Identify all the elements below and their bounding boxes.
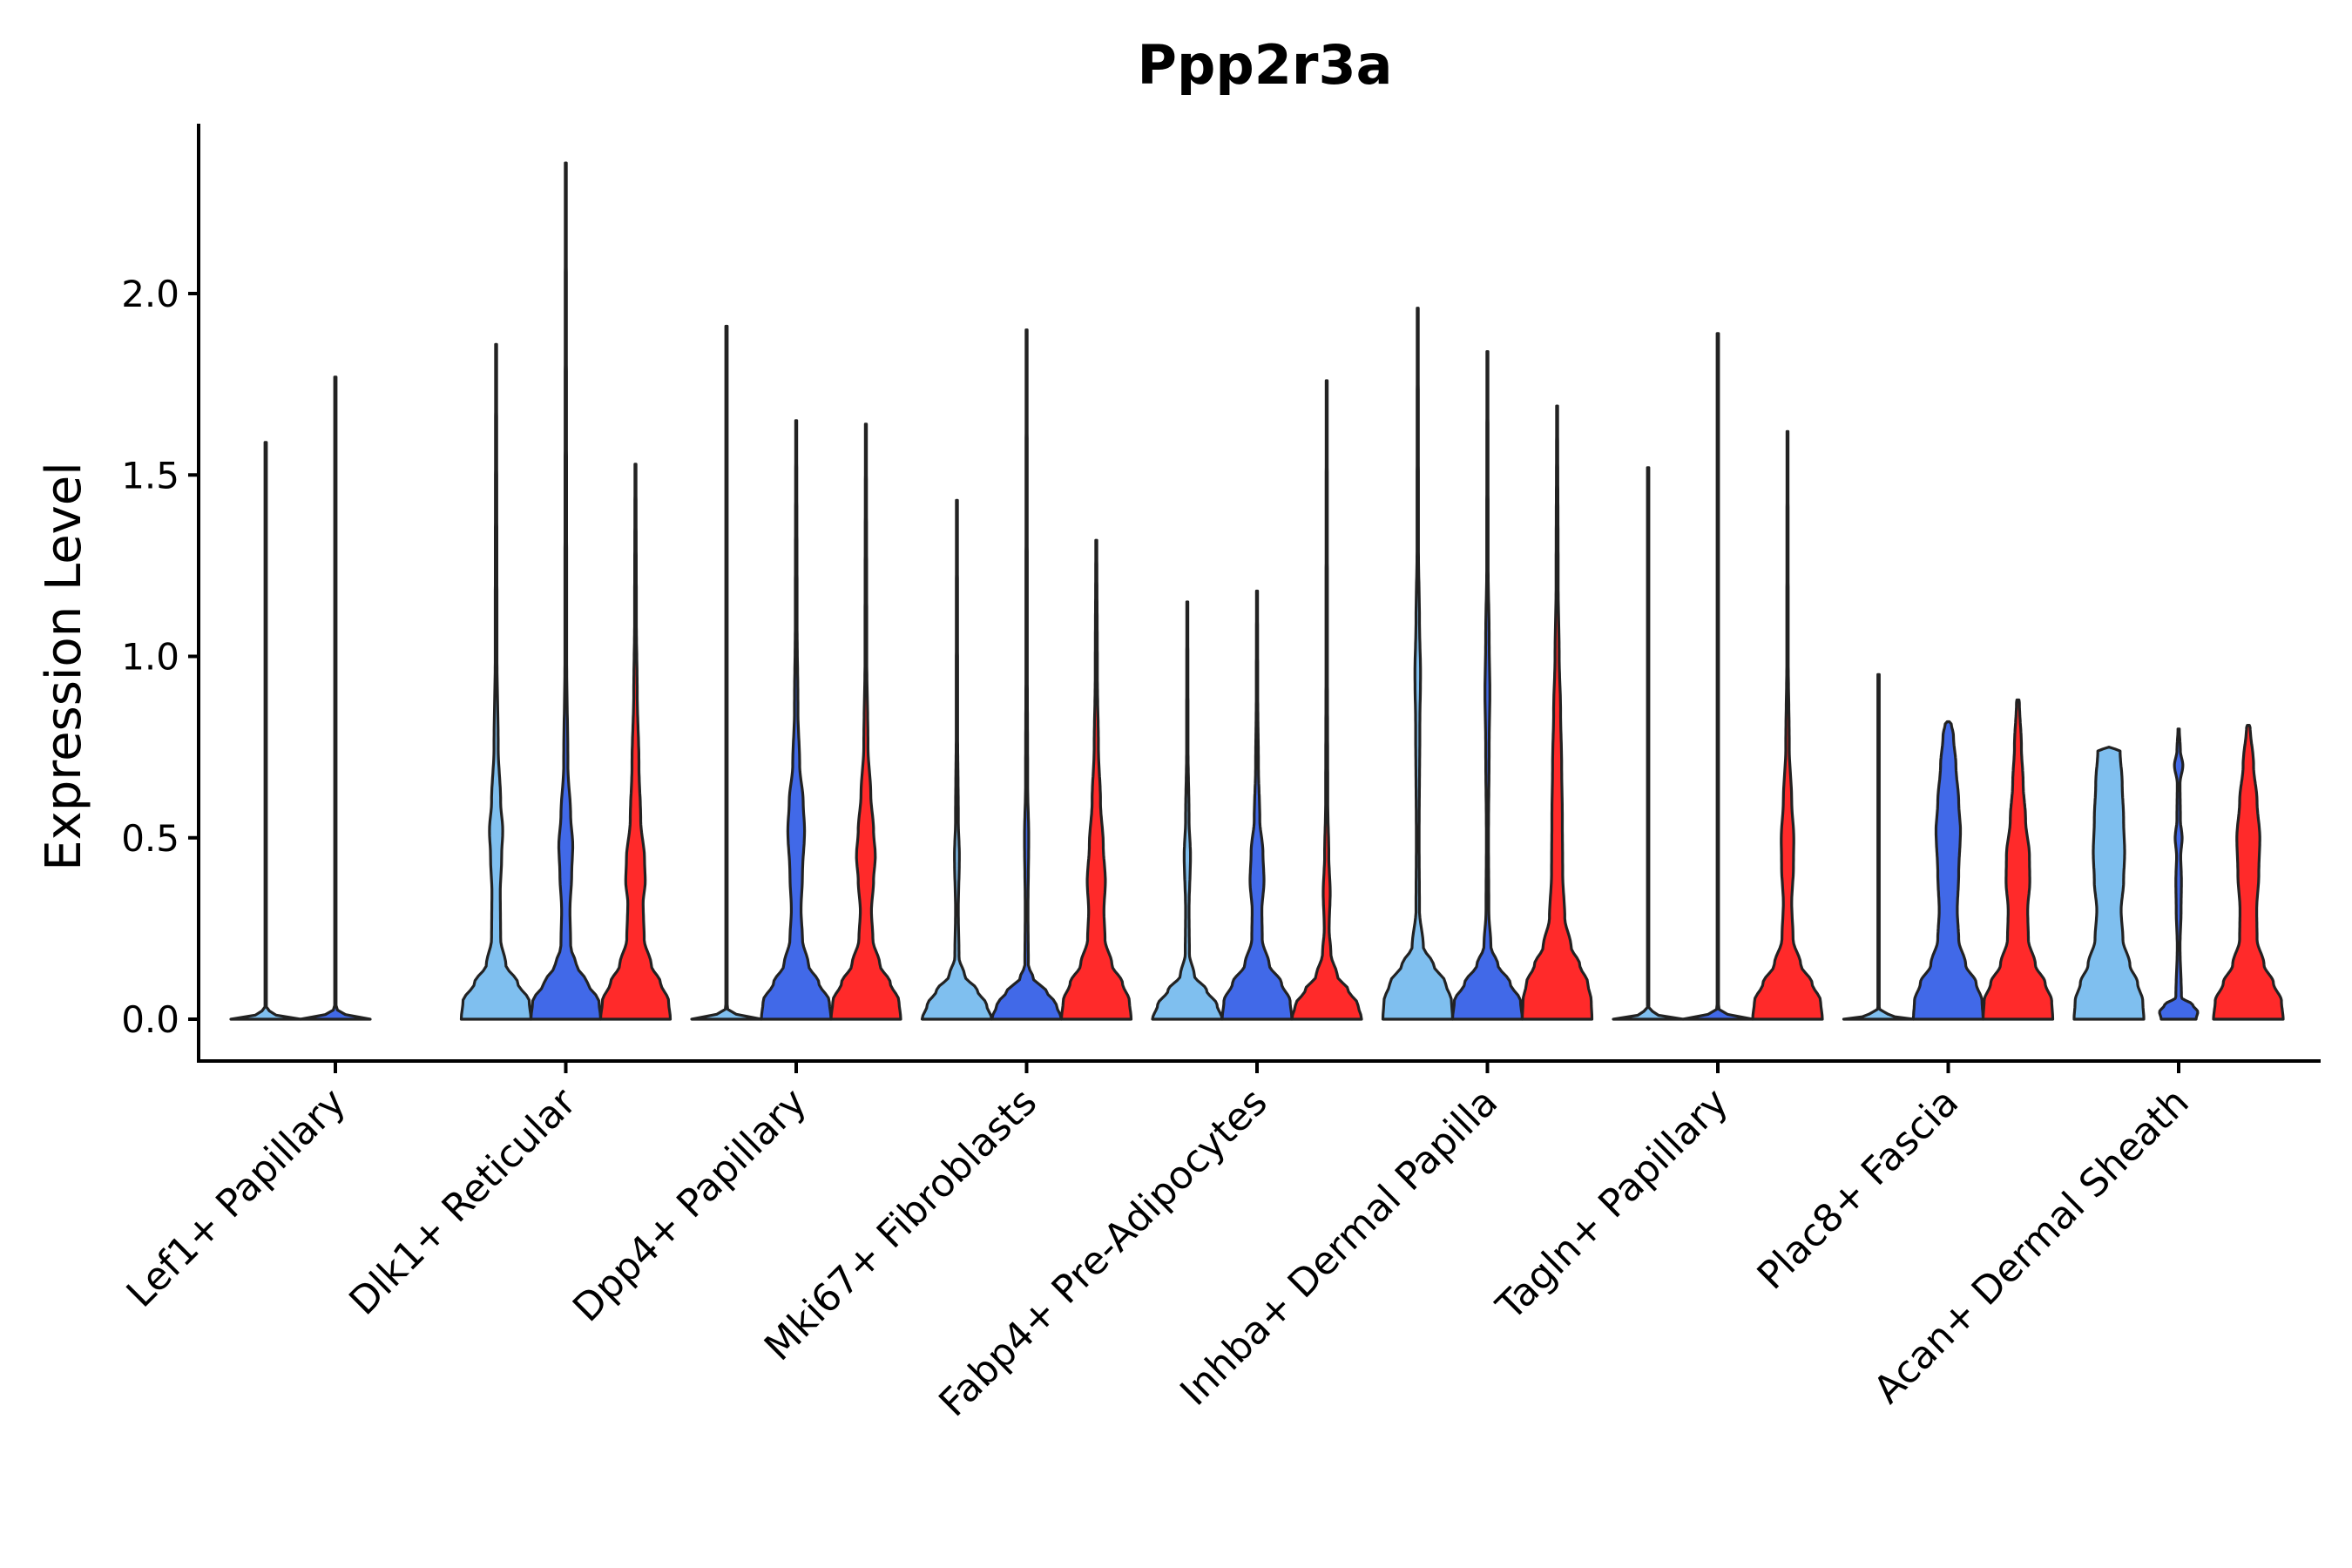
violin-6-0 bbox=[1612, 466, 1685, 1021]
violin-8-1 bbox=[2158, 727, 2200, 1021]
violin-2-1 bbox=[760, 419, 833, 1021]
violin-2-0 bbox=[690, 324, 763, 1021]
x-tick-label: Dlk1+ Reticular bbox=[341, 1079, 585, 1324]
violin-1-2 bbox=[598, 463, 672, 1021]
violin-7-1 bbox=[1911, 720, 1985, 1021]
x-tick-label: Lef1+ Papillary bbox=[118, 1080, 355, 1316]
violin-4-1 bbox=[1220, 589, 1294, 1021]
y-tick-label: 1.5 bbox=[121, 454, 179, 497]
violin-3-0 bbox=[920, 498, 994, 1021]
violin-3-2 bbox=[1059, 538, 1133, 1021]
x-tick-label: Tagln+ Papillary bbox=[1488, 1080, 1737, 1329]
x-tick-label: Dpp4+ Papillary bbox=[564, 1080, 815, 1331]
violin-6-2 bbox=[1751, 429, 1824, 1021]
y-tick-label: 0.5 bbox=[121, 817, 179, 860]
violin-7-0 bbox=[1842, 672, 1916, 1021]
violin-0-1 bbox=[299, 375, 372, 1021]
violin-layer bbox=[229, 161, 2285, 1021]
violin-7-2 bbox=[1981, 698, 2055, 1021]
violin-5-2 bbox=[1520, 404, 1594, 1021]
y-ticks: 0.0 0.5 1.0 1.5 2.0 bbox=[121, 273, 199, 1041]
violin-8-2 bbox=[2212, 724, 2285, 1021]
violin-4-0 bbox=[1151, 600, 1224, 1021]
violin-6-1 bbox=[1681, 332, 1754, 1021]
violin-1-0 bbox=[459, 342, 533, 1021]
violin-5-0 bbox=[1381, 307, 1455, 1021]
violin-4-2 bbox=[1290, 379, 1363, 1021]
violin-3-1 bbox=[990, 328, 1064, 1021]
y-axis-label: Expression Level bbox=[36, 462, 92, 871]
y-tick-label: 2.0 bbox=[121, 273, 179, 315]
violin-1-1 bbox=[529, 161, 603, 1021]
y-tick-label: 1.0 bbox=[121, 636, 179, 679]
violin-0-0 bbox=[229, 441, 302, 1021]
violin-2-2 bbox=[829, 422, 902, 1021]
violin-5-1 bbox=[1450, 350, 1524, 1021]
violin-8-0 bbox=[2072, 746, 2146, 1021]
chart-title: Ppp2r3a bbox=[1138, 33, 1393, 97]
x-tick-label: Plac8+ Fascia bbox=[1749, 1080, 1968, 1299]
y-tick-label: 0.0 bbox=[121, 998, 179, 1041]
